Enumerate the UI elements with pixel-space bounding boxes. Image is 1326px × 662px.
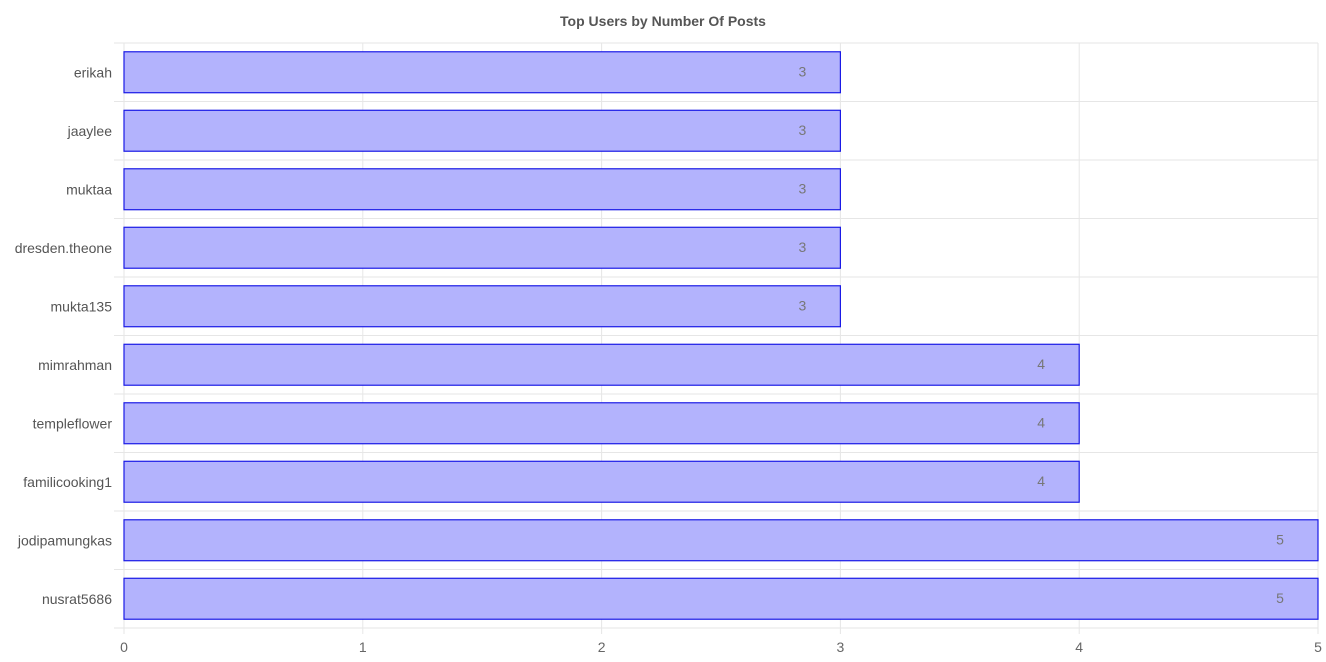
x-tick-label: 5 xyxy=(1314,639,1322,655)
data-label: 3 xyxy=(799,63,807,79)
category-label: muktaa xyxy=(66,181,112,197)
data-label: 3 xyxy=(799,122,807,138)
x-tick-label: 0 xyxy=(120,639,128,655)
x-tick-label: 3 xyxy=(837,639,845,655)
bar[interactable] xyxy=(123,460,1080,503)
category-label: erikah xyxy=(74,64,112,80)
data-label: 3 xyxy=(799,239,807,255)
data-label: 5 xyxy=(1276,531,1284,547)
data-label: 5 xyxy=(1276,590,1284,606)
category-label: templeflower xyxy=(33,415,113,431)
category-label: familicooking1 xyxy=(23,474,112,490)
x-tick-label: 2 xyxy=(598,639,606,655)
bar[interactable] xyxy=(123,226,842,269)
data-label: 4 xyxy=(1037,473,1045,489)
data-label: 3 xyxy=(799,297,807,313)
data-label: 3 xyxy=(799,180,807,196)
x-tick-label: 4 xyxy=(1075,639,1083,655)
x-tick-label: 1 xyxy=(359,639,367,655)
grid-lines xyxy=(114,42,1319,634)
bar[interactable] xyxy=(123,402,1080,445)
bar[interactable] xyxy=(123,109,842,152)
category-labels: erikah jaaylee muktaa dresden.theone mukta13… xyxy=(15,64,113,607)
x-axis-ticks: 0 1 2 3 4 5 xyxy=(120,639,1322,655)
category-label: nusrat5686 xyxy=(42,591,112,607)
category-label: jodipamungkas xyxy=(17,532,112,548)
bar[interactable] xyxy=(123,51,842,94)
category-label: dresden.theone xyxy=(15,240,113,256)
data-labels: 3 3 3 3 3 4 4 4 5 5 xyxy=(799,63,1285,606)
bar[interactable] xyxy=(123,168,842,211)
category-label: mukta135 xyxy=(51,298,113,314)
bar[interactable] xyxy=(123,285,842,328)
data-label: 4 xyxy=(1037,414,1045,430)
bar[interactable] xyxy=(123,519,1319,562)
category-label: mimrahman xyxy=(38,357,112,373)
category-label: jaaylee xyxy=(67,123,113,139)
bar[interactable] xyxy=(123,577,1319,620)
bar[interactable] xyxy=(123,343,1080,386)
data-label: 4 xyxy=(1037,356,1045,372)
chart-title: Top Users by Number Of Posts xyxy=(560,13,766,29)
bars xyxy=(123,51,1319,620)
